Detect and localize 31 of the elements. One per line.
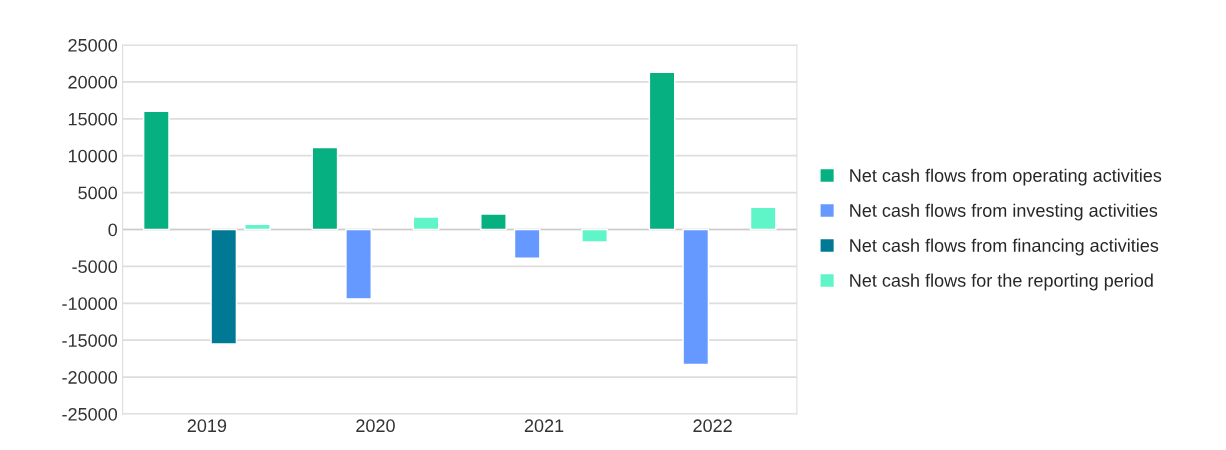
y-tick-label: 5000 [78, 186, 118, 200]
bar [480, 213, 507, 231]
y-tick-label: 0 [108, 223, 118, 237]
x-tick-label: 2022 [693, 419, 732, 433]
y-tick-label: -15000 [62, 334, 118, 347]
bar [648, 71, 676, 231]
bar [682, 228, 710, 366]
y-tick-label: -5000 [72, 260, 118, 274]
y-tick-label: 10000 [68, 149, 118, 163]
bar [142, 110, 170, 231]
bar [311, 146, 339, 231]
bar [581, 228, 608, 243]
bar [210, 228, 238, 345]
y-tick-label: -10000 [62, 297, 118, 311]
legend-label: Net cash flows from financing activities [850, 238, 1159, 256]
bar [244, 223, 271, 231]
y-tick-label: -20000 [62, 371, 118, 384]
y-tick-label: -25000 [62, 407, 118, 421]
bar [412, 216, 440, 231]
y-tick-label: 15000 [68, 112, 118, 126]
x-tick-label: 2019 [187, 419, 227, 433]
x-tick-label: 2021 [524, 419, 564, 433]
bar [345, 228, 372, 300]
legend-label: Net cash flows from investing activities [850, 203, 1158, 221]
bar [749, 206, 777, 231]
y-tick-label: 20000 [68, 75, 118, 89]
x-tick-label: 2020 [356, 419, 395, 433]
bar [513, 228, 541, 259]
legend-label: Net cash flows for the reporting period [850, 273, 1153, 291]
legend-label: Net cash flows from operating activities [850, 168, 1162, 186]
y-tick-label: 25000 [68, 38, 118, 52]
